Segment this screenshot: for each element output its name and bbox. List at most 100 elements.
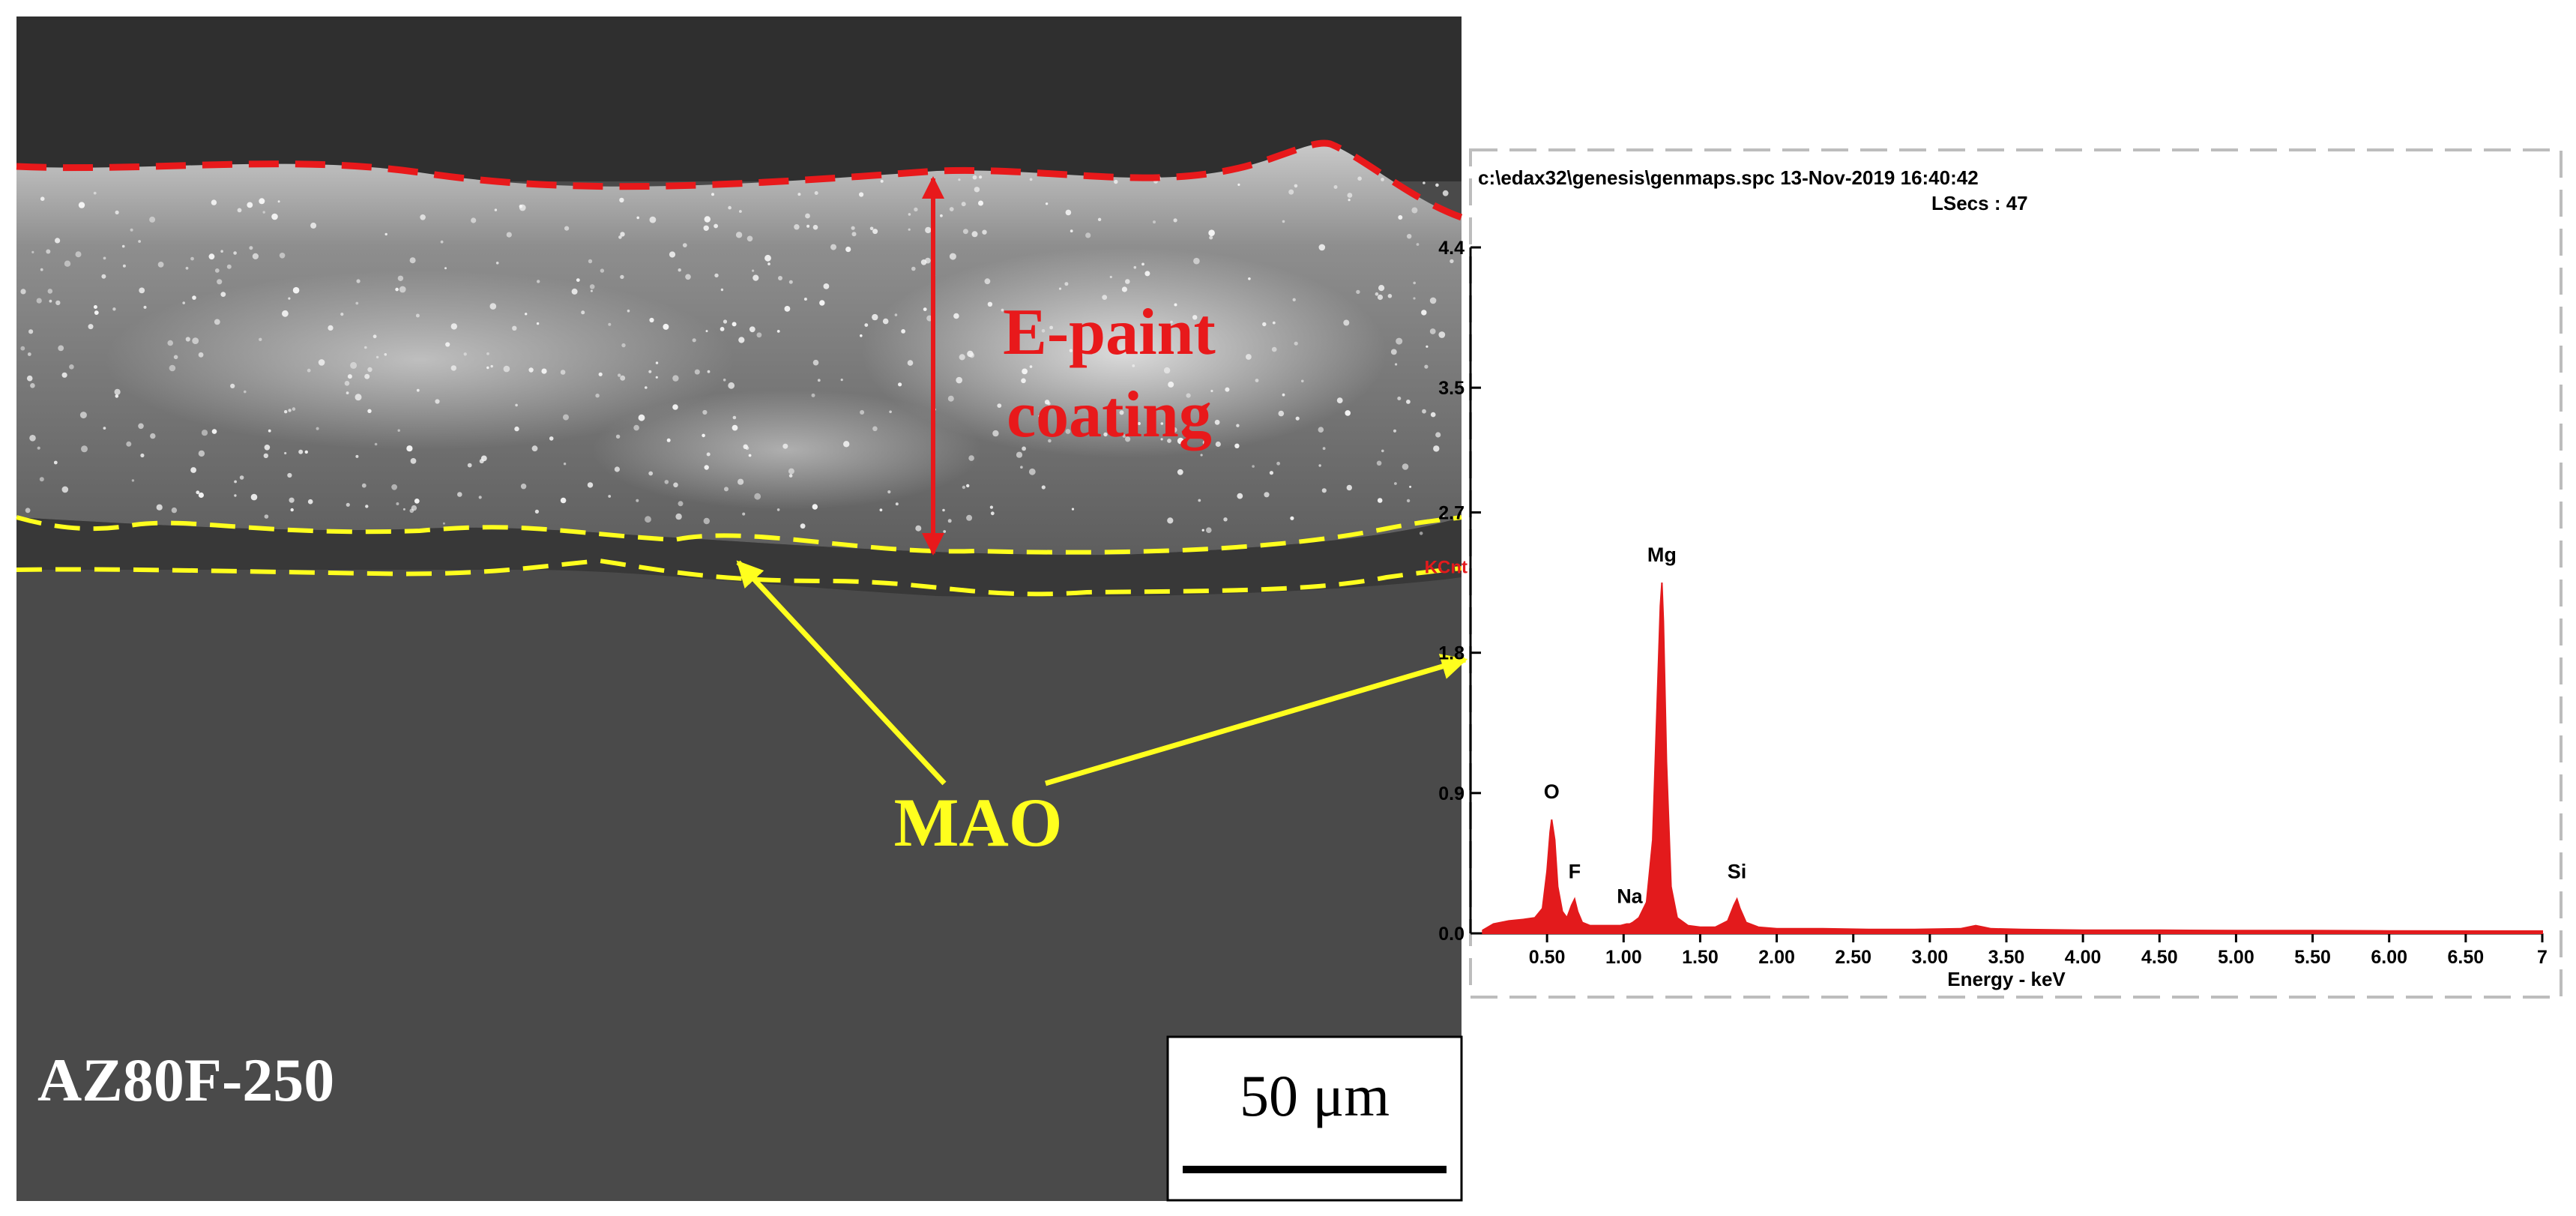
coating-particle [440,240,444,244]
coating-particle [103,256,106,260]
coating-particle [704,465,709,470]
coating-particle [706,452,711,457]
coating-particle [198,450,205,457]
coating-particle [754,493,761,500]
peak-label-o: O [1544,780,1560,803]
coating-particle [531,445,538,452]
eds-header-line1: c:\edax32\genesis\genmaps.spc 13-Nov-201… [1478,166,1979,189]
coating-particle [1029,365,1033,368]
coating-particle [1038,415,1041,418]
coating-particle [361,483,367,488]
coating-particle [1435,183,1439,187]
coating-particle [49,299,52,303]
coating-particle [445,342,450,347]
coating-particle [340,313,344,316]
coating-particle [519,204,526,211]
coating-particle [157,262,164,268]
coating-particle [420,214,426,220]
coating-particle [843,441,850,448]
coating-particle [138,423,144,430]
coating-particle [972,175,977,180]
coating-particle [397,275,404,281]
coating-particle [943,530,947,533]
coating-particle [907,360,914,366]
coating-particle [764,254,771,262]
coating-particle [259,198,265,205]
coating-particle [262,211,265,214]
coating-particle [1103,432,1108,437]
coating-particle [39,477,44,482]
coating-particle [549,436,554,441]
x-tick-label: 7 [2537,947,2548,968]
coating-particle [486,352,489,355]
coating-particle [672,375,679,382]
coating-particle [287,472,292,478]
coating-particle [198,492,204,499]
coating-particle [214,319,220,325]
coating-particle [923,307,927,311]
coating-particle [720,288,724,292]
coating-particle [864,323,869,327]
coating-particle [503,365,510,373]
coating-particle [1450,259,1454,264]
coating-particle [966,514,973,521]
coating-particle [587,482,594,488]
coating-particle [1288,189,1294,195]
coating-particle [1295,416,1300,421]
coating-particle [560,497,567,504]
coating-particle [406,445,413,452]
coating-particle [217,279,223,285]
coating-particle [347,374,352,379]
coating-particle [1381,449,1384,453]
coating-particle [395,287,399,292]
coating-particle [636,499,639,502]
coating-particle [1269,471,1273,475]
coating-particle [1429,297,1437,304]
coating-particle [247,202,253,208]
coating-particle [1085,232,1091,238]
coating-particle [75,251,82,258]
coating-particle [1174,303,1177,307]
coating-particle [27,352,31,356]
y-tick-label: 4.4 [1438,238,1465,259]
coating-particle [851,226,855,230]
coating-particle [346,502,350,507]
coating-particle [956,376,962,384]
coating-particle [732,415,737,420]
coating-particle [1210,389,1213,393]
coating-particle [959,354,965,361]
sem-top-resin [16,16,1462,181]
coating-bright-zone [592,390,982,510]
coating-particle [173,355,178,360]
coating-bright-zone [105,270,735,450]
coating-particle [1272,321,1276,325]
coating-particle [1282,393,1285,397]
coating-particle [830,244,836,250]
coating-particle [93,305,97,309]
coating-particle [589,284,595,289]
coating-particle [694,369,700,375]
coating-particle [26,375,33,382]
coating-particle [1406,400,1411,404]
coating-particle [131,479,135,482]
coating-particle [618,373,621,377]
coating-particle [298,449,304,454]
coating-particle [1133,265,1137,269]
coating-particle [214,268,220,273]
coating-particle [450,323,457,330]
coating-bright-zone [862,247,1387,457]
coating-particle [817,379,821,382]
coating-particle [645,516,651,523]
coating-particle [882,318,889,325]
coating-particle [615,434,621,439]
coating-particle [636,216,639,220]
coating-particle [211,429,217,434]
coating-particle [1406,499,1411,503]
coating-particle [997,403,1002,408]
coating-particle [64,260,71,267]
coating-particle [435,399,440,404]
coating-particle [1102,295,1108,300]
x-tick-label: 4.50 [2141,947,2178,968]
coating-particle [1097,217,1102,221]
